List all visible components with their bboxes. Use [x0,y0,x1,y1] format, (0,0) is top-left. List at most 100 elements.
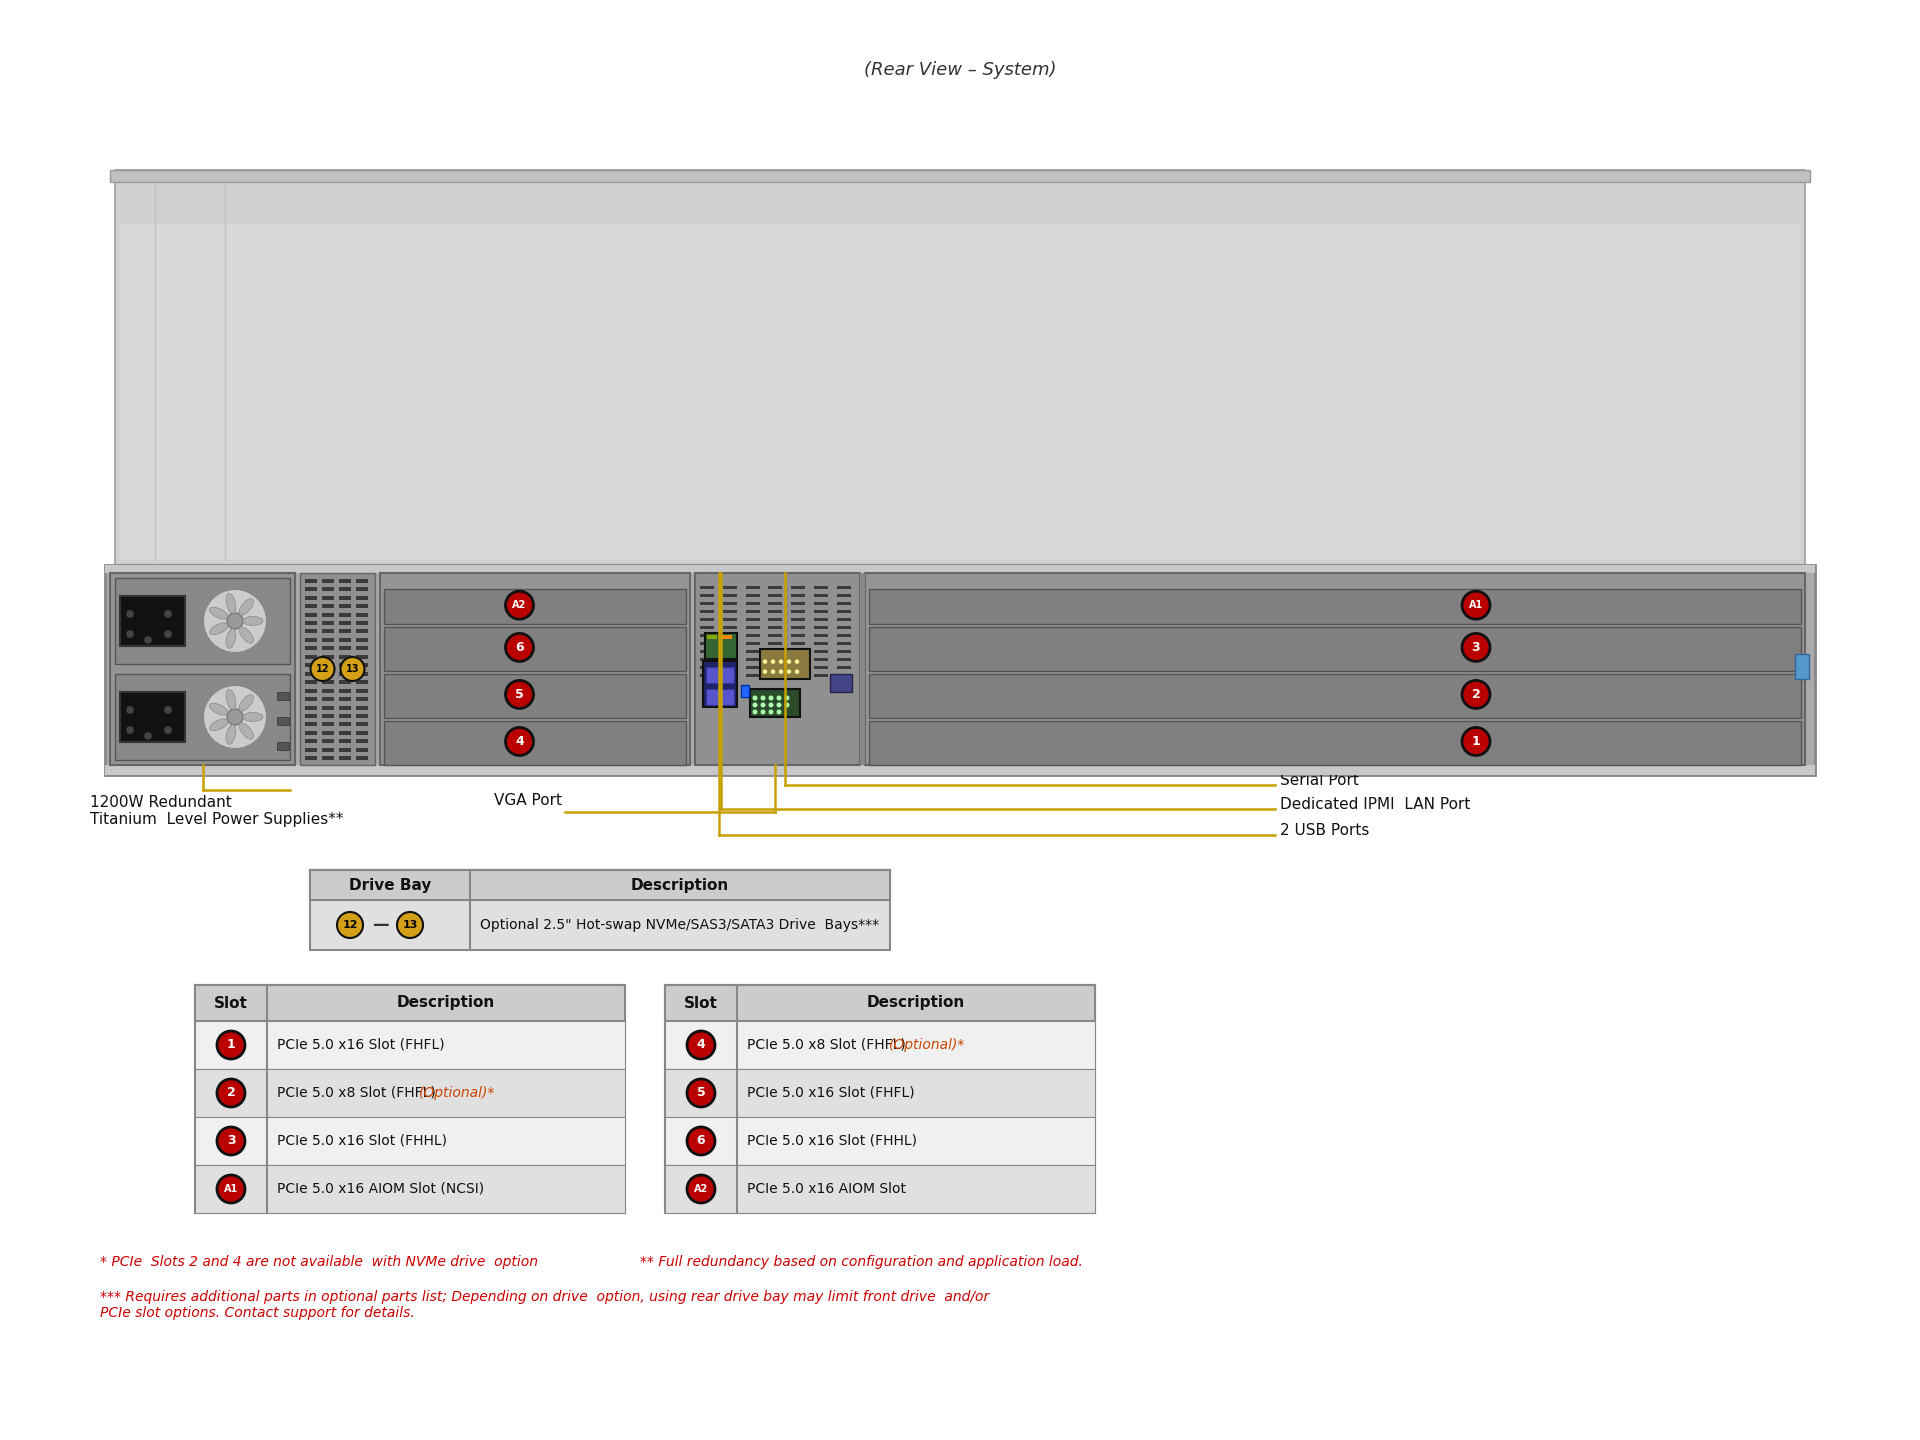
Bar [407,612,422,615]
Bar [791,602,804,605]
Bar [1757,687,1772,690]
Bar [1711,743,1724,746]
Ellipse shape [244,616,263,625]
Bar [566,759,580,762]
Bar [1062,680,1075,683]
Bar [707,635,716,639]
Bar [528,687,541,690]
Circle shape [778,703,781,707]
Bar [1294,618,1308,621]
Bar [106,564,1814,573]
Bar [837,642,851,645]
Bar [1619,605,1632,609]
Bar [1108,599,1121,602]
Bar [666,593,680,596]
Bar [1711,687,1724,690]
Bar [1200,680,1215,683]
Bar [768,674,783,677]
Bar [1524,743,1540,746]
Bar [607,680,620,683]
Bar [305,739,317,743]
Bar [407,648,422,651]
Bar [1478,743,1494,746]
Bar [968,612,983,615]
Ellipse shape [209,719,228,730]
Bar [968,711,983,714]
Bar [447,750,461,753]
Bar [528,696,541,698]
Bar [1016,657,1029,660]
Bar [323,739,334,743]
Bar [407,605,422,609]
Bar [1478,641,1494,644]
Bar [1062,632,1075,635]
Bar [323,588,334,592]
Bar [607,632,620,635]
Bar [1619,599,1632,602]
Bar [1757,593,1772,596]
Bar [1665,657,1678,660]
Bar [1572,680,1586,683]
Bar [666,696,680,698]
Bar [607,726,620,730]
Bar [664,1117,1094,1165]
Text: 4: 4 [697,1038,705,1051]
Bar [1294,641,1308,644]
Bar [1386,632,1400,635]
Bar [528,703,541,707]
Bar [547,687,561,690]
Bar [407,711,422,714]
Bar [547,599,561,602]
Bar [566,703,580,707]
Bar [528,599,541,602]
Bar [1478,632,1494,635]
Bar [1386,687,1400,690]
Circle shape [163,726,173,734]
Bar [467,605,482,609]
Bar [323,723,334,727]
Bar [428,759,442,762]
Bar [1432,605,1446,609]
Bar [323,605,334,608]
Bar [588,750,601,753]
Bar [357,714,369,719]
Bar [1062,687,1075,690]
Bar [768,602,783,605]
Bar [814,595,828,598]
Bar [388,605,401,609]
Bar [647,687,660,690]
Bar [488,703,501,707]
Bar [1016,593,1029,596]
Bar [1108,618,1121,621]
Bar [741,685,749,697]
Circle shape [687,1175,714,1202]
Bar [1016,605,1029,609]
Bar [607,605,620,609]
Bar [1154,599,1167,602]
Bar [701,649,714,652]
Bar [607,641,620,644]
Bar [876,687,889,690]
Bar [1340,618,1354,621]
Circle shape [338,912,363,937]
Bar [814,602,828,605]
Bar [1432,648,1446,651]
Bar [507,711,520,714]
Bar [1572,657,1586,660]
Bar [1062,593,1075,596]
Bar [488,696,501,698]
Bar [1572,687,1586,690]
Bar [388,618,401,621]
Bar [701,618,714,621]
Bar [1524,641,1540,644]
Bar [388,687,401,690]
Bar [1340,726,1354,730]
Bar [1619,687,1632,690]
Bar [1711,711,1724,714]
Bar [357,688,369,693]
Bar [1524,734,1540,737]
Text: —: — [372,916,388,935]
Bar [1572,593,1586,596]
Bar [1432,618,1446,621]
Bar [357,664,369,667]
